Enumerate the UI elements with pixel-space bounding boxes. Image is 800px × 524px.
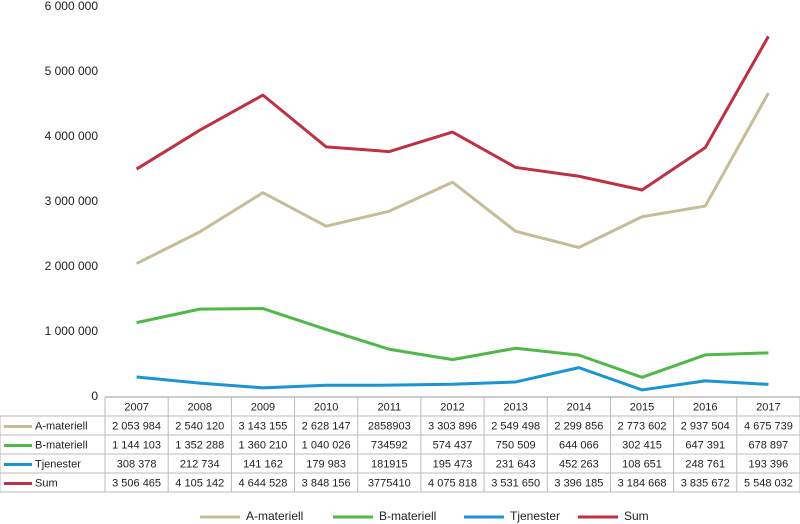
table-cell: 2 053 984 xyxy=(112,420,161,432)
table-cell: 2 549 498 xyxy=(491,420,540,432)
table-cell: 2 937 504 xyxy=(681,420,730,432)
x-tick-label: 2014 xyxy=(567,401,591,413)
table-cell: 5 548 032 xyxy=(744,477,793,489)
table-cell: 678 897 xyxy=(749,439,789,451)
x-tick-label: 2008 xyxy=(188,401,212,413)
legend-label: B-materiell xyxy=(379,509,436,523)
table-cell: 2 773 602 xyxy=(618,420,667,432)
x-tick-label: 2016 xyxy=(693,401,717,413)
table-row-label: Tjenester xyxy=(35,458,81,470)
series-line xyxy=(135,35,770,192)
x-tick-label: 2010 xyxy=(314,401,338,413)
table-cell: 1 360 210 xyxy=(238,439,287,451)
table-cell: 195 473 xyxy=(433,458,473,470)
y-tick-label: 5 000 000 xyxy=(45,64,99,78)
table-cell: 750 509 xyxy=(496,439,536,451)
x-tick-label: 2015 xyxy=(630,401,654,413)
table-cell: 2 299 856 xyxy=(554,420,603,432)
x-tick-label: 2007 xyxy=(124,401,148,413)
y-tick-label: 2 000 000 xyxy=(45,259,99,273)
legend-label: Sum xyxy=(624,509,649,523)
series-line xyxy=(136,307,769,379)
x-tick-label: 2012 xyxy=(440,401,464,413)
x-tick-label: 2009 xyxy=(251,401,275,413)
y-tick-label: 4 000 000 xyxy=(45,129,99,143)
table-cell: 3 531 650 xyxy=(491,477,540,489)
table-cell: 3 506 465 xyxy=(112,477,161,489)
table-cell: 3 848 156 xyxy=(302,477,351,489)
table-cell: 181915 xyxy=(371,458,408,470)
table-cell: 3 303 896 xyxy=(428,420,477,432)
table-cell: 3775410 xyxy=(368,477,411,489)
legend-label: A-materiell xyxy=(246,509,303,523)
table-cell: 108 651 xyxy=(622,458,662,470)
table-cell: 1 040 026 xyxy=(302,439,351,451)
table-cell: 193 396 xyxy=(749,458,789,470)
table-cell: 4 675 739 xyxy=(744,420,793,432)
x-tick-label: 2013 xyxy=(503,401,527,413)
legend-label: Tjenester xyxy=(510,509,560,523)
y-tick-label: 3 000 000 xyxy=(45,194,99,208)
table-cell: 3 835 672 xyxy=(681,477,730,489)
table-cell: 4 105 142 xyxy=(175,477,224,489)
y-tick-label: 1 000 000 xyxy=(45,324,99,338)
table-cell: 1 144 103 xyxy=(112,439,161,451)
table-cell: 141 162 xyxy=(243,458,283,470)
series-line xyxy=(136,366,769,392)
table-row-label: Sum xyxy=(35,477,58,489)
table-cell: 2 540 120 xyxy=(175,420,224,432)
table-cell: 3 143 155 xyxy=(238,420,287,432)
y-tick-label: 0 xyxy=(91,389,98,403)
table-cell: 212 734 xyxy=(180,458,220,470)
table-cell: 4 075 818 xyxy=(428,477,477,489)
table-row-label: A-materiell xyxy=(35,420,88,432)
table-cell: 734592 xyxy=(371,439,408,451)
table-cell: 179 983 xyxy=(306,458,346,470)
table-cell: 3 396 185 xyxy=(554,477,603,489)
table-cell: 574 437 xyxy=(433,439,473,451)
table-cell: 644 066 xyxy=(559,439,599,451)
table-cell: 647 391 xyxy=(685,439,725,451)
table-cell: 2 628 147 xyxy=(302,420,351,432)
table-cell: 248 761 xyxy=(685,458,725,470)
table-cell: 231 643 xyxy=(496,458,536,470)
table-cell: 452 263 xyxy=(559,458,599,470)
table-cell: 1 352 288 xyxy=(175,439,224,451)
table-cell: 302 415 xyxy=(622,439,662,451)
x-tick-label: 2017 xyxy=(756,401,780,413)
table-cell: 3 184 668 xyxy=(618,477,667,489)
series-line xyxy=(135,92,770,265)
table-cell: 2858903 xyxy=(368,420,411,432)
table-row-label: B-materiell xyxy=(35,439,88,451)
table-cell: 308 378 xyxy=(117,458,157,470)
x-tick-label: 2011 xyxy=(377,401,401,413)
table-cell: 4 644 528 xyxy=(238,477,287,489)
y-tick-label: 6 000 000 xyxy=(45,0,99,13)
